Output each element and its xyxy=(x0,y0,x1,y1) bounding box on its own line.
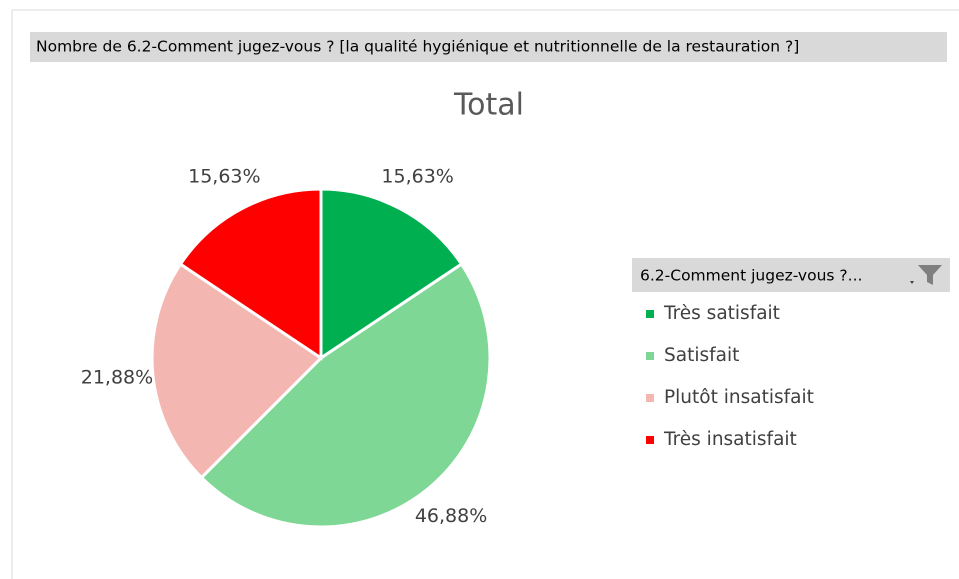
data-label: 15,63% xyxy=(188,166,260,188)
pie-slice xyxy=(199,262,492,529)
data-label: 21,88% xyxy=(81,367,153,389)
pie-slice xyxy=(178,187,323,361)
legend-label: Satisfait xyxy=(664,345,739,366)
data-label: 46,88% xyxy=(415,505,487,527)
legend-header[interactable] xyxy=(632,258,950,292)
legend-swatch xyxy=(646,352,654,360)
pie-slice xyxy=(319,187,464,361)
legend-swatch xyxy=(646,436,654,444)
legend-label: Plutôt insatisfait xyxy=(664,387,814,408)
legend-title: 6.2-Comment jugez-vous ?... xyxy=(640,267,862,285)
legend-swatch xyxy=(646,310,654,318)
legend-label: Très insatisfait xyxy=(663,429,797,450)
chart-title: Total xyxy=(453,88,524,123)
field-button[interactable] xyxy=(30,32,947,62)
field-button-label: Nombre de 6.2-Comment jugez-vous ? [la q… xyxy=(36,38,799,56)
filter-icon[interactable] xyxy=(918,265,942,285)
legend-label: Très satisfait xyxy=(663,303,780,324)
pie-slice xyxy=(150,262,324,480)
legend-swatch xyxy=(646,394,654,402)
dropdown-icon[interactable] xyxy=(910,281,914,284)
data-label: 15,63% xyxy=(381,166,453,188)
